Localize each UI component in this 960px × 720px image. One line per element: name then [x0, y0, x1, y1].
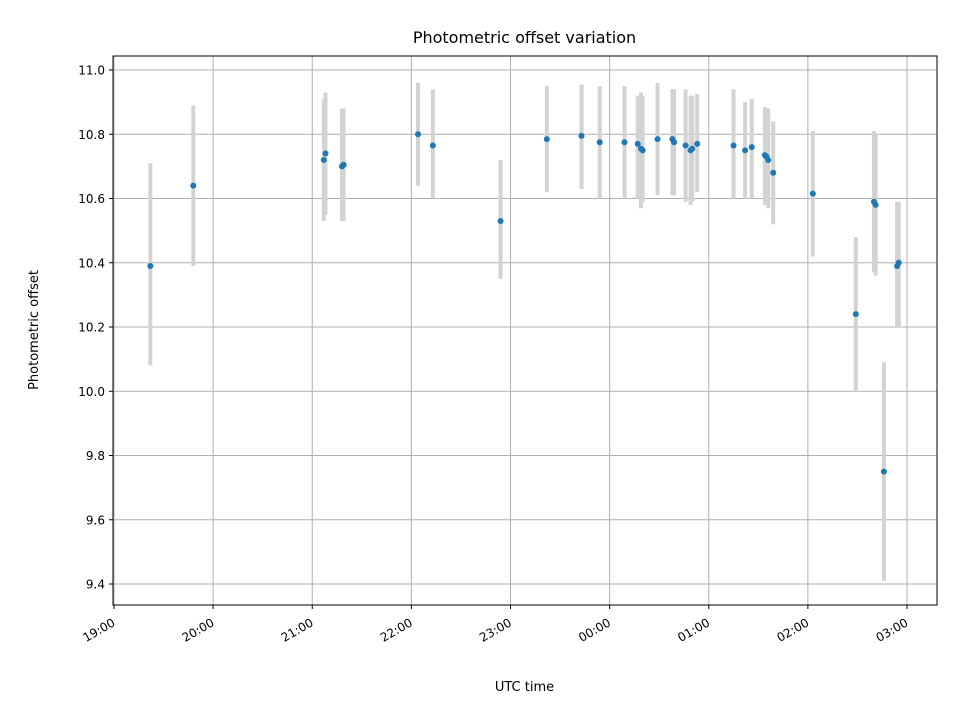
plot-frame	[112, 55, 938, 606]
data-point	[634, 140, 641, 147]
x-tick-label: 00:00	[576, 615, 613, 644]
data-point	[621, 139, 628, 146]
data-point	[895, 259, 902, 266]
y-tick-label: 9.4	[86, 578, 105, 592]
x-tick-label: 20:00	[180, 615, 217, 644]
y-tick-label: 9.6	[86, 513, 105, 527]
data-point	[543, 136, 550, 143]
data-point	[320, 156, 327, 163]
data-point	[742, 147, 749, 154]
data-point	[497, 217, 504, 224]
data-point	[872, 201, 879, 208]
x-tick-label: 03:00	[874, 615, 911, 644]
x-tick-label: 23:00	[477, 615, 514, 644]
data-point	[765, 156, 772, 163]
y-tick-label: 11.0	[78, 64, 105, 78]
x-tick-label: 02:00	[774, 615, 811, 644]
data-point	[689, 145, 696, 152]
data-points	[147, 131, 902, 475]
x-tick-label: 01:00	[675, 615, 712, 644]
data-point	[639, 147, 646, 154]
data-point	[147, 262, 154, 269]
data-point	[694, 140, 701, 147]
data-point	[809, 190, 816, 197]
data-point	[770, 169, 777, 176]
data-point	[671, 139, 678, 146]
x-tick-label: 19:00	[81, 615, 118, 644]
y-axis-label: Photometric offset	[27, 270, 42, 390]
chart-title: Photometric offset variation	[413, 28, 636, 47]
data-point	[340, 161, 347, 168]
data-point	[322, 150, 329, 157]
y-tick-label: 10.8	[78, 128, 105, 142]
y-tick-label: 10.0	[78, 385, 105, 399]
y-tick-label: 10.2	[78, 321, 105, 335]
error-bars	[148, 82, 901, 581]
data-point	[429, 142, 436, 149]
x-tick-label: 21:00	[279, 615, 316, 644]
x-axis-ticks: 19:00 20:00 21:00 22:00 23:00 00:00 01:00 02:00…	[81, 605, 911, 645]
data-point	[414, 131, 421, 138]
data-point	[578, 132, 585, 139]
data-point	[654, 136, 661, 143]
data-point	[682, 142, 689, 149]
data-point	[190, 182, 197, 189]
data-point	[596, 139, 603, 146]
data-point	[730, 142, 737, 149]
y-tick-label: 10.4	[78, 256, 105, 270]
y-tick-label: 10.6	[78, 192, 105, 206]
x-axis-label: UTC time	[495, 680, 554, 695]
data-point	[748, 144, 755, 151]
data-point	[880, 468, 887, 475]
y-axis-ticks: 9.4 9.6 9.8 10.0 10.2 10.4 10.6 10.8 11.0	[78, 64, 113, 592]
x-tick-label: 22:00	[378, 615, 415, 644]
data-point	[852, 311, 859, 318]
y-tick-label: 9.8	[86, 449, 105, 463]
grid-lines	[113, 56, 937, 605]
